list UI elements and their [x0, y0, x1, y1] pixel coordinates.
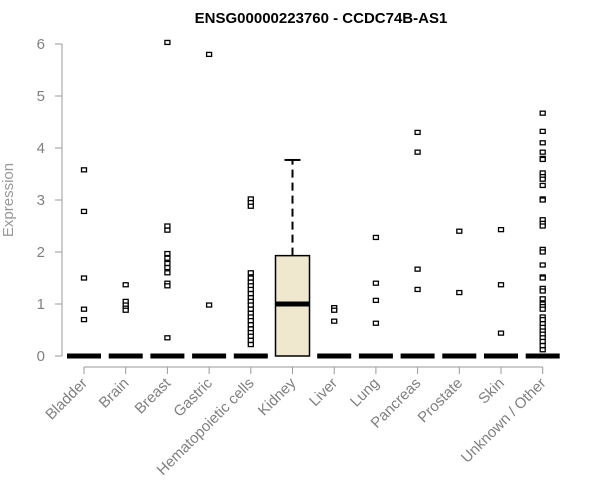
- outlier-point: [539, 128, 546, 135]
- outlier-point: [497, 330, 505, 336]
- outlier-point: [164, 250, 171, 257]
- chart-title: ENSG00000223760 - CCDC74B-AS1: [195, 10, 448, 27]
- outlier-point: [539, 338, 546, 345]
- x-tick-label: Breast: [132, 374, 175, 417]
- outlier-point: [372, 320, 380, 326]
- outlier-point: [164, 264, 171, 271]
- x-tick-label: Kidney: [255, 374, 300, 419]
- box-group: [400, 129, 435, 359]
- outlier-point: [539, 176, 546, 182]
- outlier-point: [372, 297, 380, 304]
- outlier-point: [164, 270, 171, 276]
- box-group: [67, 167, 101, 359]
- x-tick-label: Skin: [475, 375, 508, 408]
- outlier-point: [539, 140, 546, 146]
- outlier-point: [80, 316, 88, 323]
- box-group: [108, 282, 143, 359]
- outlier-point: [539, 296, 546, 302]
- box-group: [484, 226, 518, 359]
- outlier-point: [456, 289, 463, 296]
- box-group: [233, 196, 268, 359]
- outlier-point: [539, 347, 546, 353]
- outlier-point: [414, 266, 421, 272]
- outlier-point: [80, 306, 88, 312]
- outlier-point: [539, 156, 546, 163]
- outlier-point: [164, 227, 171, 233]
- outlier-point: [164, 283, 171, 289]
- outlier-point: [122, 282, 129, 288]
- outlier-point: [80, 167, 88, 173]
- outlier-point: [414, 129, 421, 136]
- outlier-point: [539, 249, 546, 255]
- y-axis: 0 1 2 3 4 5 6: [37, 36, 63, 365]
- outlier-point: [539, 275, 546, 281]
- x-tick-label: Bladder: [42, 375, 91, 424]
- outlier-point: [372, 280, 380, 286]
- y-tick-label: 0: [37, 348, 45, 365]
- box-group: [442, 228, 477, 359]
- box-group: [274, 158, 311, 357]
- y-tick-label: 2: [37, 244, 45, 261]
- y-tick-label: 3: [37, 192, 45, 209]
- outlier-point: [247, 286, 254, 293]
- outlier-point: [331, 307, 338, 313]
- outlier-point: [205, 51, 213, 58]
- outlier-point: [247, 317, 254, 324]
- outlier-point: [539, 182, 546, 189]
- outlier-point: [247, 337, 254, 344]
- y-tick-label: 5: [37, 88, 45, 105]
- outlier-point: [414, 149, 421, 155]
- outlier-point: [164, 335, 171, 341]
- outlier-point: [331, 318, 338, 324]
- outlier-point: [122, 307, 129, 313]
- x-tick-label: Liver: [306, 375, 341, 410]
- outlier-point: [164, 39, 171, 46]
- outlier-point: [164, 223, 171, 229]
- outlier-point: [539, 197, 546, 203]
- outlier-point: [247, 275, 254, 281]
- box-group: [150, 39, 185, 359]
- outlier-point: [247, 306, 254, 312]
- outlier-point: [414, 286, 421, 293]
- x-tick-label: Prostate: [415, 375, 467, 427]
- outlier-point: [539, 288, 546, 294]
- outlier-point: [247, 290, 254, 297]
- box-group: [317, 304, 352, 359]
- outlier-point: [539, 149, 546, 155]
- box-group: [358, 234, 393, 359]
- box-series: [67, 39, 560, 359]
- outlier-point: [539, 306, 546, 312]
- outlier-point: [539, 223, 546, 229]
- box-group: [192, 51, 227, 359]
- outlier-point: [164, 260, 171, 267]
- outlier-point: [164, 255, 171, 261]
- outlier-point: [539, 262, 546, 268]
- outlier-point: [456, 228, 463, 234]
- y-tick-label: 6: [37, 36, 45, 53]
- outlier-point: [497, 282, 505, 288]
- outlier-point: [205, 302, 213, 308]
- y-axis-title: Expression: [0, 163, 17, 237]
- box-group: [525, 110, 560, 359]
- outlier-point: [539, 316, 546, 323]
- outlier-point: [80, 275, 88, 281]
- outlier-point: [80, 208, 88, 215]
- outlier-point: [247, 302, 254, 308]
- outlier-point: [247, 333, 254, 339]
- outlier-point: [247, 270, 254, 276]
- y-tick-label: 1: [37, 296, 45, 313]
- outlier-point: [539, 110, 546, 116]
- x-tick-label: Lung: [347, 375, 383, 411]
- outlier-point: [247, 203, 254, 209]
- outlier-point: [247, 322, 254, 328]
- outlier-point: [539, 342, 546, 349]
- y-tick-label: 4: [37, 140, 45, 157]
- x-tick-label: Brain: [96, 375, 133, 412]
- outlier-point: [497, 226, 505, 233]
- outlier-point: [247, 341, 254, 348]
- outlier-point: [372, 234, 380, 241]
